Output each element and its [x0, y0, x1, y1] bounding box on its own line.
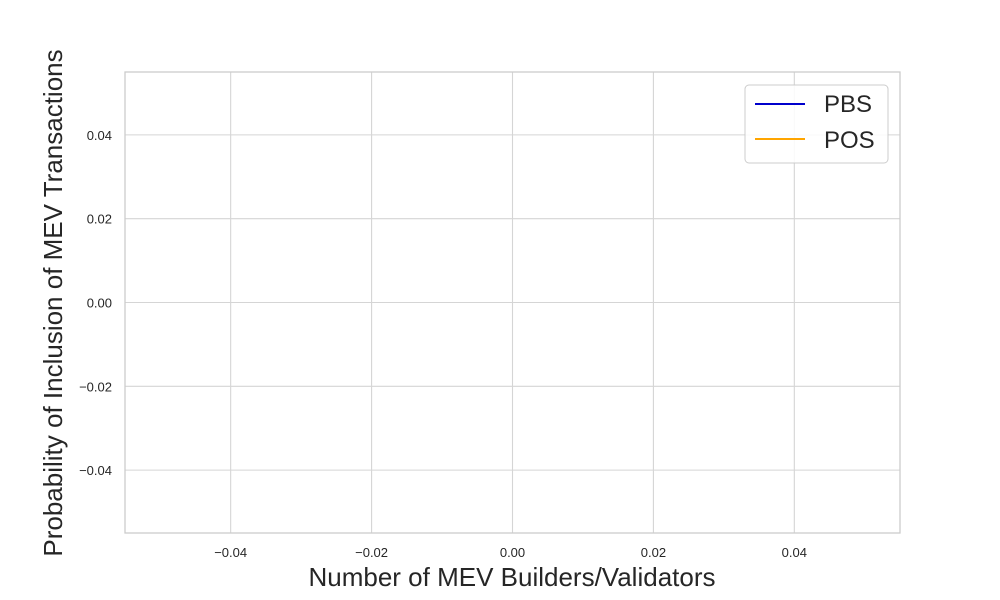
x-tick-label: −0.02: [355, 545, 388, 560]
plot-frame: [124, 71, 901, 534]
y-tick-label: −0.04: [79, 463, 112, 478]
legend-label-pbs: PBS: [824, 91, 872, 118]
y-axis-label: Probability of Inclusion of MEV Transact…: [38, 49, 68, 556]
y-tick-label: 0.00: [87, 296, 112, 311]
x-tick-label: −0.04: [214, 545, 247, 560]
x-tick-label: 0.00: [500, 545, 525, 560]
legend-label-pos: POS: [824, 127, 875, 154]
legend: PBS POS: [744, 84, 889, 164]
x-tick-label: 0.04: [782, 545, 807, 560]
y-tick-label: 0.04: [87, 128, 112, 143]
y-tick-labels: −0.04 −0.02 0.00 0.02 0.04: [79, 128, 112, 478]
y-tick-label: 0.02: [87, 212, 112, 227]
x-axis-label: Number of MEV Builders/Validators: [308, 562, 715, 592]
x-tick-label: 0.02: [641, 545, 666, 560]
x-tick-labels: −0.04 −0.02 0.00 0.02 0.04: [214, 545, 807, 560]
y-tick-label: −0.02: [79, 379, 112, 394]
